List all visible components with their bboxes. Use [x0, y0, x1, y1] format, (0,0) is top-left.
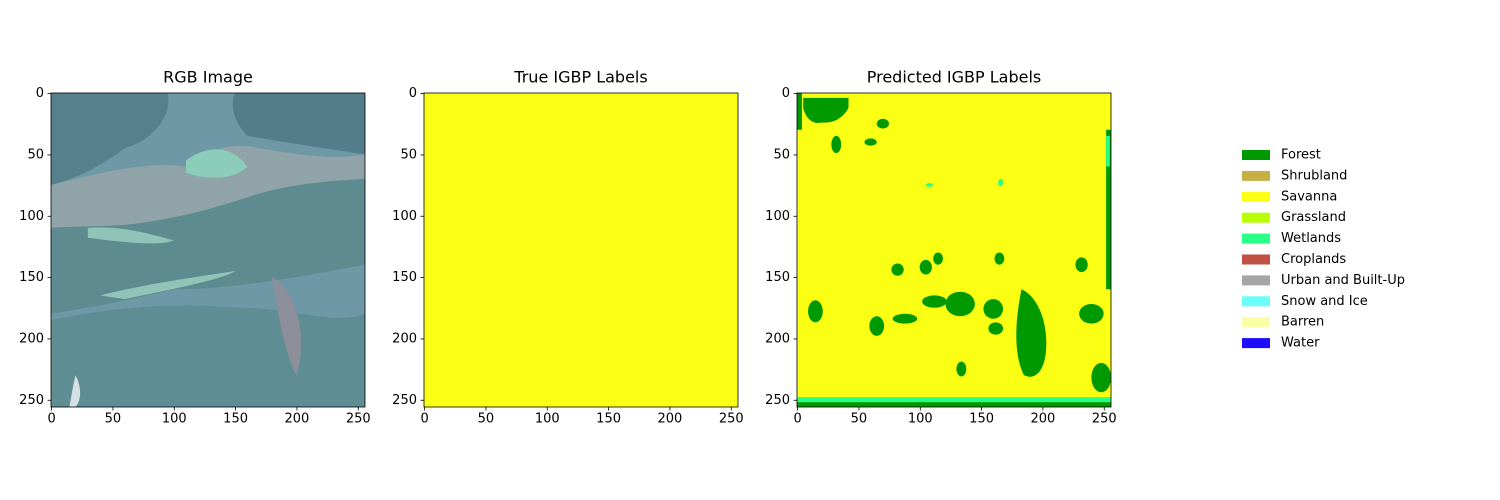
- legend-label: Savanna: [1281, 189, 1337, 204]
- y-tick-label: 100: [765, 209, 790, 224]
- y-tick-label: 0: [36, 86, 44, 101]
- y-tick-label: 100: [392, 209, 417, 224]
- x-tick-label: 0: [793, 412, 801, 427]
- legend-label: Water: [1281, 336, 1320, 351]
- y-tick-label: 200: [19, 331, 44, 346]
- x-tick-label: 100: [908, 412, 933, 427]
- x-tick-label: 100: [162, 412, 187, 427]
- x-tick-label: 150: [223, 412, 248, 427]
- axes-frame: [796, 92, 1112, 408]
- y-tick-label: 0: [782, 86, 790, 101]
- legend-label: Shrubland: [1281, 168, 1347, 183]
- x-tick-label: 50: [105, 412, 122, 427]
- legend-patch: [1242, 150, 1270, 160]
- legend-label: Grassland: [1281, 210, 1346, 225]
- legend-patch: [1242, 296, 1270, 307]
- x-tick-label: 200: [285, 412, 310, 427]
- panel-title: RGB Image: [163, 68, 253, 87]
- x-tick-label: 250: [1092, 412, 1117, 427]
- y-tick-label: 250: [392, 393, 417, 408]
- y-tick-label: 100: [19, 209, 44, 224]
- axes-frame: [50, 92, 366, 408]
- x-tick-label: 0: [420, 412, 428, 427]
- legend-patch: [1242, 191, 1270, 202]
- y-tick-label: 250: [19, 393, 44, 408]
- legend-label: Croplands: [1281, 252, 1346, 267]
- y-tick-label: 150: [765, 270, 790, 285]
- x-tick-label: 50: [478, 412, 495, 427]
- legend-label: Snow and Ice: [1281, 294, 1368, 309]
- legend-label: Wetlands: [1281, 231, 1341, 246]
- x-tick-label: 50: [851, 412, 868, 427]
- y-tick-label: 50: [27, 147, 44, 162]
- y-tick-label: 0: [409, 86, 417, 101]
- y-tick-label: 150: [392, 270, 417, 285]
- x-tick-label: 250: [719, 412, 744, 427]
- legend-patch: [1242, 254, 1270, 265]
- legend-patch: [1242, 275, 1270, 286]
- x-tick-label: 200: [1031, 412, 1056, 427]
- legend-patch: [1242, 233, 1270, 244]
- y-tick-label: 50: [400, 147, 417, 162]
- y-tick-label: 250: [765, 393, 790, 408]
- legend-patch: [1242, 317, 1270, 328]
- rgb-image: [51, 93, 366, 408]
- y-tick-label: 150: [19, 270, 44, 285]
- y-tick-label: 50: [773, 147, 790, 162]
- y-tick-label: 200: [392, 331, 417, 346]
- x-tick-label: 0: [47, 412, 55, 427]
- legend-label: Barren: [1281, 315, 1324, 330]
- true-label-image: [424, 93, 739, 408]
- legend-label: Forest: [1281, 148, 1321, 163]
- y-tick-label: 200: [765, 331, 790, 346]
- x-tick-label: 100: [535, 412, 560, 427]
- x-tick-label: 250: [346, 412, 371, 427]
- panel-title: True IGBP Labels: [513, 68, 647, 87]
- legend-label: Urban and Built-Up: [1281, 273, 1405, 288]
- predicted-label-image: [797, 93, 1112, 408]
- legend-patch: [1242, 212, 1270, 223]
- panel-title: Predicted IGBP Labels: [867, 68, 1042, 87]
- x-tick-label: 150: [969, 412, 994, 427]
- x-tick-label: 200: [658, 412, 683, 427]
- legend-patch: [1242, 338, 1270, 349]
- legend-patch: [1242, 170, 1270, 181]
- x-tick-label: 150: [596, 412, 621, 427]
- axes-frame: [423, 92, 739, 408]
